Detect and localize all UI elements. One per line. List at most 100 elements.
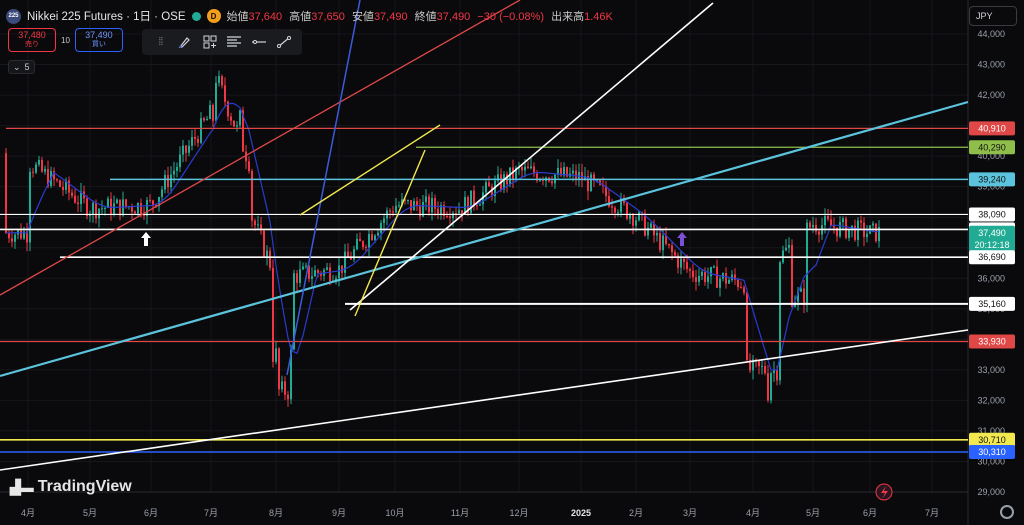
- price-tick-label: 30,000: [977, 456, 1005, 466]
- high-label: 高値: [289, 11, 312, 23]
- candle-body: [737, 279, 739, 288]
- candle-body: [620, 197, 622, 213]
- candle-body: [248, 161, 250, 171]
- candle-body: [401, 199, 403, 206]
- drag-handle-icon[interactable]: ⁞⁞: [158, 36, 163, 48]
- candle-body: [707, 276, 709, 283]
- buy-button[interactable]: 37,490 買い: [74, 28, 123, 52]
- candle-body: [434, 198, 436, 209]
- high-value: 37,650: [311, 11, 345, 23]
- low-value: 37,490: [373, 11, 408, 23]
- candle-body: [185, 145, 187, 153]
- candle-body: [278, 348, 280, 390]
- candle-body: [218, 76, 220, 83]
- delayed-badge[interactable]: D: [206, 9, 221, 23]
- trade-panel: 37,480 売り 10 37,490 買い: [8, 28, 123, 52]
- candle-body: [767, 373, 769, 401]
- candle-body: [362, 241, 364, 248]
- candle-body: [815, 224, 817, 232]
- candle-body: [443, 205, 445, 217]
- candle-body: [656, 232, 658, 236]
- tradingview-mark-icon: ▟▬: [10, 478, 34, 495]
- candle-body: [533, 166, 535, 174]
- candle-body: [38, 159, 40, 165]
- candle-body: [416, 201, 418, 207]
- candle-body: [803, 288, 805, 306]
- candle-body: [380, 222, 382, 233]
- candle-body: [353, 249, 355, 260]
- candle-body: [647, 227, 649, 236]
- candle-body: [41, 159, 43, 172]
- brand-text: TradingView: [37, 478, 132, 495]
- price-label-box: [969, 432, 1015, 447]
- market-status-icon[interactable]: [191, 11, 201, 21]
- candle-body: [812, 224, 814, 228]
- candle-body: [515, 167, 517, 180]
- price-tick-label: 29,000: [977, 487, 1005, 497]
- candle-body: [245, 151, 247, 162]
- candle-body: [272, 267, 274, 362]
- candle-body: [773, 369, 775, 374]
- candle-body: [110, 198, 112, 215]
- candle-body: [605, 186, 607, 197]
- drawing-toolbar: ⁞⁞: [142, 29, 302, 55]
- candle-body: [464, 197, 466, 215]
- candle-body: [452, 213, 454, 219]
- shapes-icon[interactable]: [201, 33, 219, 51]
- candle-body: [632, 215, 634, 226]
- candle-body: [314, 270, 316, 277]
- candle-body: [635, 220, 637, 226]
- candle-body: [608, 196, 610, 207]
- candle-body: [422, 202, 424, 217]
- horizontal-line-icon[interactable]: [250, 33, 268, 51]
- candle-body: [182, 145, 184, 155]
- candle-body: [854, 225, 856, 240]
- candle-body: [428, 196, 430, 213]
- candle-body: [140, 202, 142, 214]
- price-tick-label: 43,000: [977, 60, 1005, 70]
- symbol-title[interactable]: Nikkei 225 Futures · 1日 · OSE: [27, 11, 186, 23]
- candle-body: [368, 234, 370, 248]
- channel-line-yellow-upper: [299, 124, 441, 216]
- candle-body: [617, 212, 619, 214]
- candle-body: [104, 207, 106, 209]
- candle-body: [284, 381, 286, 395]
- time-tick-label: 7月: [204, 508, 218, 518]
- indicator-chip[interactable]: ⌄ 5: [8, 60, 35, 74]
- text-align-icon[interactable]: [225, 33, 243, 51]
- chevron-down-icon[interactable]: ⌄: [13, 61, 21, 72]
- time-tick-label: 11月: [451, 508, 469, 518]
- time-tick-label: 7月: [925, 508, 939, 518]
- sell-button[interactable]: 37,480 売り: [8, 28, 56, 52]
- currency-selector[interactable]: JPY: [969, 6, 1017, 26]
- candle-body: [53, 171, 55, 180]
- ohlc-values: 始値37,640 高値37,650 安値37,490 終値37,490 −30 …: [227, 8, 613, 24]
- candle-body: [137, 202, 139, 214]
- settings-gear-icon[interactable]: [1000, 505, 1014, 519]
- candle-body: [287, 394, 289, 400]
- candle-body: [779, 262, 781, 381]
- candle-body: [365, 247, 367, 249]
- candle-body: [59, 180, 61, 187]
- candle-body: [317, 270, 319, 273]
- candle-body: [770, 373, 772, 401]
- time-tick-label: 12月: [509, 508, 528, 518]
- candle-body: [512, 167, 514, 180]
- candle-body: [764, 366, 766, 374]
- candle-body: [485, 182, 487, 193]
- candle-body: [269, 250, 271, 268]
- candle-body: [389, 210, 391, 212]
- pen-icon[interactable]: [176, 33, 194, 51]
- candle-body: [113, 203, 115, 215]
- candle-body: [173, 170, 175, 175]
- candle-body: [188, 145, 190, 153]
- price-label-box: [969, 334, 1015, 349]
- candle-body: [596, 180, 598, 182]
- candle-body: [866, 233, 868, 238]
- trend-line-icon[interactable]: [275, 33, 293, 51]
- candle-body: [563, 167, 565, 176]
- candle-body: [398, 205, 400, 207]
- candle-body: [830, 219, 832, 227]
- candle-body: [335, 278, 337, 281]
